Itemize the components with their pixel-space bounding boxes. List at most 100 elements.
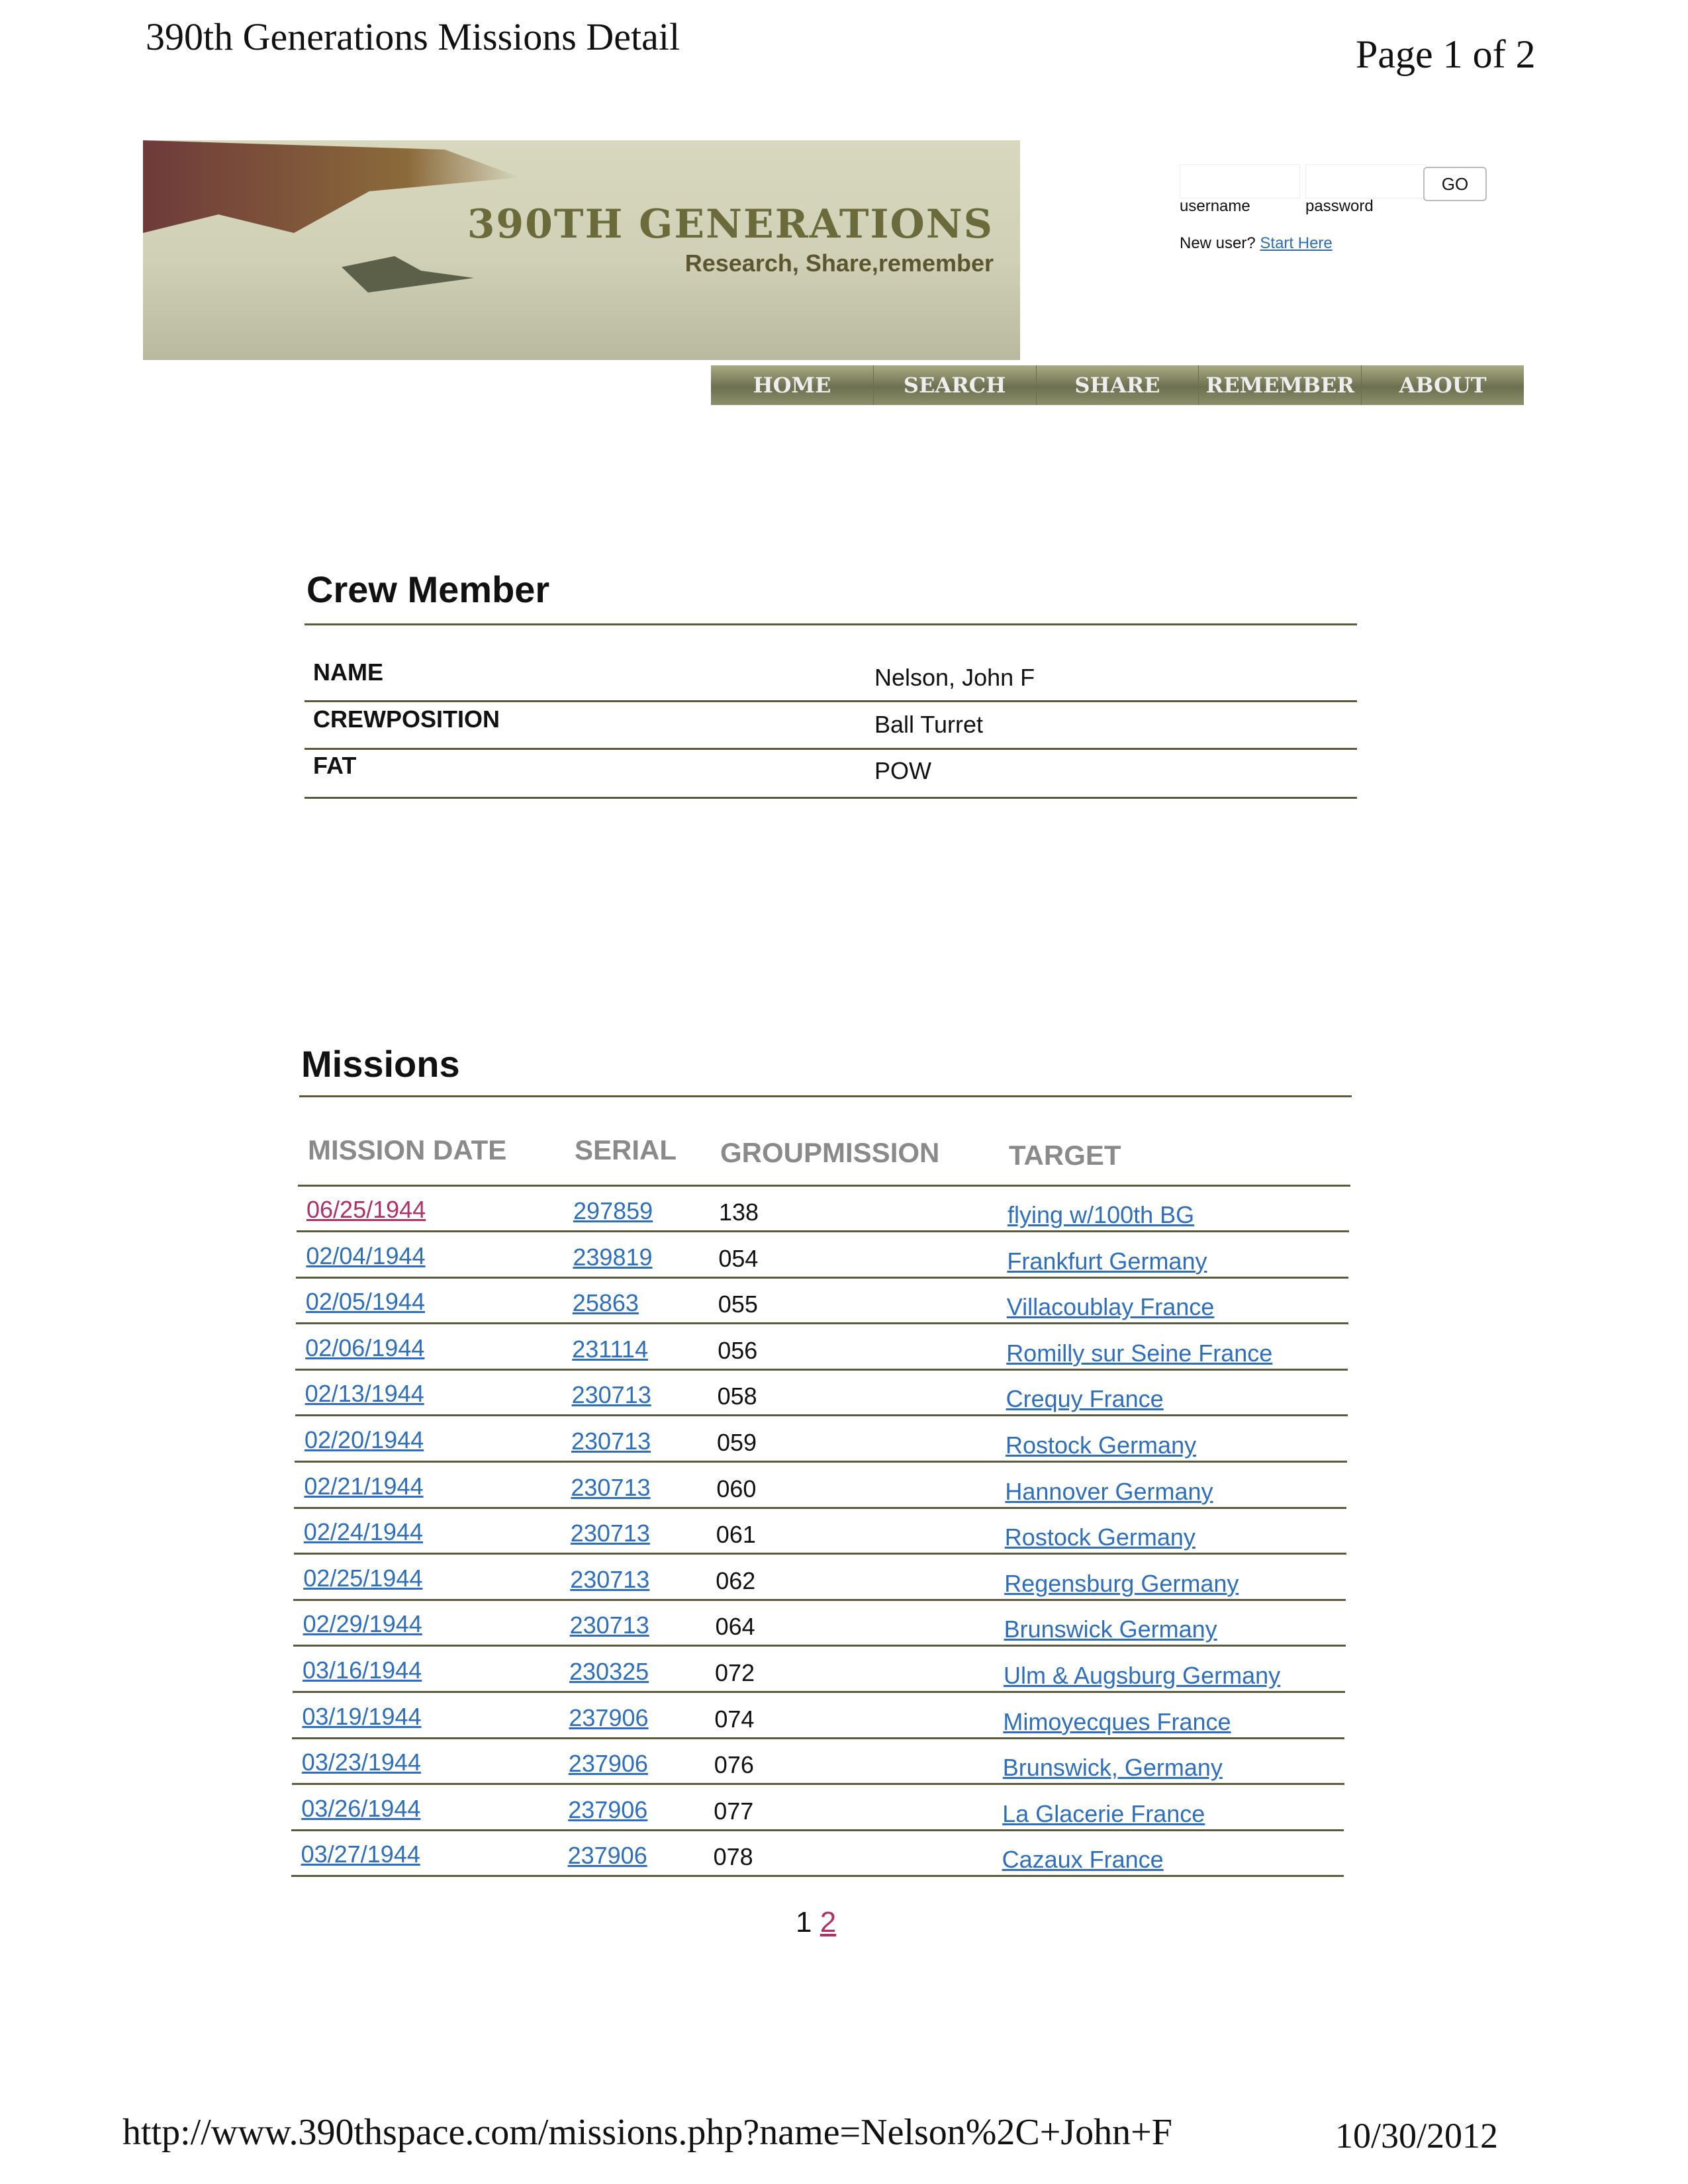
print-page-number: Page 1 of 2 (1356, 32, 1536, 76)
serial-link[interactable]: 230713 (570, 1520, 650, 1547)
target-link[interactable]: Villacoublay France (1006, 1293, 1215, 1321)
target-link[interactable]: Ulm & Augsburg Germany (1004, 1662, 1281, 1689)
mission-date-link[interactable]: 03/26/1944 (301, 1794, 421, 1822)
crew-field-label: CREWPOSITION (313, 705, 500, 733)
crew-field-value: Ball Turret (874, 711, 984, 738)
new-user-prompt: New user? Start Here (1180, 234, 1333, 253)
divider (305, 623, 1357, 625)
mission-date-link[interactable]: 02/25/1944 (303, 1564, 423, 1592)
mission-date-link[interactable]: 02/24/1944 (303, 1518, 423, 1546)
divider (305, 797, 1357, 799)
column-header-groupmission[interactable]: GROUPMISSION (720, 1137, 940, 1168)
serial-link[interactable]: 237906 (568, 1796, 648, 1823)
groupmission-value: 054 (718, 1244, 759, 1272)
password-input[interactable] (1305, 164, 1426, 199)
site-tagline: Research, Share,remember (684, 250, 994, 277)
divider (295, 1368, 1348, 1371)
divider (295, 1461, 1347, 1463)
mission-date-link[interactable]: 03/16/1944 (303, 1657, 422, 1684)
mission-date-link[interactable]: 02/04/1944 (306, 1242, 426, 1269)
start-here-link[interactable]: Start Here (1260, 234, 1333, 252)
target-link[interactable]: Cazaux France (1002, 1846, 1164, 1874)
page-current: 1 (796, 1906, 812, 1938)
mission-date-link[interactable]: 03/23/1944 (301, 1749, 421, 1776)
serial-link[interactable]: 297859 (573, 1197, 653, 1224)
column-header-target[interactable]: TARGET (1009, 1140, 1121, 1171)
nav-home[interactable]: HOME (711, 365, 874, 405)
pagination: 1 2 (796, 1906, 836, 1939)
serial-link[interactable]: 230325 (569, 1658, 649, 1685)
go-button[interactable]: GO (1423, 167, 1487, 201)
nav-about[interactable]: ABOUT (1399, 373, 1487, 398)
print-footer-url: http://www.390thspace.com/missions.php?n… (122, 2112, 1172, 2153)
divider (299, 1095, 1352, 1097)
username-input[interactable] (1180, 164, 1300, 199)
target-link[interactable]: Brunswick Germany (1004, 1615, 1217, 1643)
target-link[interactable]: Hannover Germany (1005, 1477, 1213, 1505)
crew-field-value: Nelson, John F (874, 664, 1035, 691)
serial-link[interactable]: 237906 (567, 1842, 647, 1870)
print-header-title: 390th Generations Missions Detail (146, 15, 680, 58)
mission-date-link[interactable]: 02/21/1944 (304, 1472, 424, 1500)
serial-link[interactable]: 230713 (571, 1473, 651, 1501)
divider (298, 1185, 1350, 1187)
target-link[interactable]: La Glacerie France (1002, 1799, 1205, 1827)
divider (293, 1645, 1346, 1647)
groupmission-value: 078 (713, 1843, 753, 1871)
serial-link[interactable]: 230713 (571, 1381, 651, 1409)
groupmission-value: 059 (717, 1429, 757, 1456)
target-link[interactable]: Romilly sur Seine France (1006, 1339, 1273, 1367)
divider (305, 748, 1357, 750)
serial-link[interactable]: 230713 (570, 1565, 650, 1593)
mission-date-link[interactable]: 03/27/1944 (301, 1841, 420, 1868)
serial-link[interactable]: 230713 (569, 1612, 649, 1639)
target-link[interactable]: flying w/100th BG (1008, 1201, 1195, 1228)
divider (295, 1322, 1348, 1325)
groupmission-value: 077 (714, 1797, 754, 1825)
target-link[interactable]: Rostock Germany (1004, 1524, 1196, 1551)
crew-field-value: POW (874, 757, 931, 784)
mission-date-link[interactable]: 02/05/1944 (305, 1288, 425, 1316)
serial-link[interactable]: 230713 (571, 1428, 651, 1455)
mission-date-link[interactable]: 02/13/1944 (305, 1380, 424, 1408)
nav-remember[interactable]: REMEMBER (1199, 365, 1362, 405)
mission-date-link[interactable]: 06/25/1944 (306, 1196, 426, 1223)
divider (295, 1414, 1348, 1417)
divider (296, 1276, 1349, 1279)
serial-link[interactable]: 237906 (569, 1704, 649, 1731)
mission-date-link[interactable]: 02/29/1944 (303, 1610, 422, 1638)
target-link[interactable]: Frankfurt Germany (1007, 1247, 1207, 1275)
serial-link[interactable]: 231114 (572, 1335, 648, 1363)
groupmission-value: 064 (715, 1613, 755, 1641)
target-link[interactable]: Brunswick, Germany (1002, 1754, 1223, 1782)
target-link[interactable]: Rostock Germany (1006, 1432, 1197, 1459)
password-label: password (1305, 197, 1374, 215)
divider (293, 1598, 1346, 1601)
target-link[interactable]: Crequy France (1006, 1385, 1164, 1413)
crew-field-label: NAME (313, 659, 383, 686)
serial-link[interactable]: 237906 (568, 1750, 648, 1778)
groupmission-value: 058 (717, 1383, 757, 1410)
target-link[interactable]: Regensburg Germany (1004, 1569, 1239, 1597)
divider (291, 1829, 1344, 1831)
mission-date-link[interactable]: 03/19/1944 (302, 1702, 422, 1730)
mission-date-link[interactable]: 02/06/1944 (305, 1334, 425, 1361)
nav-search[interactable]: SEARCH (874, 365, 1037, 405)
distant-plane-image (342, 256, 474, 293)
new-user-text: New user? (1180, 234, 1256, 252)
crew-member-heading: Crew Member (306, 569, 550, 610)
divider (297, 1230, 1349, 1232)
column-header-serial[interactable]: SERIAL (575, 1134, 677, 1165)
serial-link[interactable]: 239819 (573, 1243, 653, 1271)
serial-link[interactable]: 25863 (572, 1289, 639, 1317)
target-link[interactable]: Mimoyecques France (1003, 1707, 1231, 1735)
mission-date-link[interactable]: 02/20/1944 (305, 1426, 424, 1453)
nav-share[interactable]: SHARE (1037, 365, 1199, 405)
page-2-link[interactable]: 2 (820, 1906, 837, 1938)
divider (305, 700, 1357, 702)
print-footer-date: 10/30/2012 (1335, 2116, 1499, 2156)
main-nav: HOME SEARCH SHARE REMEMBER ABOUT (711, 365, 1524, 405)
site-banner[interactable]: 390TH GENERATIONS Research, Share,rememb… (143, 140, 1020, 360)
groupmission-value: 062 (716, 1567, 756, 1594)
column-header-mission-date[interactable]: MISSION DATE (308, 1134, 507, 1165)
